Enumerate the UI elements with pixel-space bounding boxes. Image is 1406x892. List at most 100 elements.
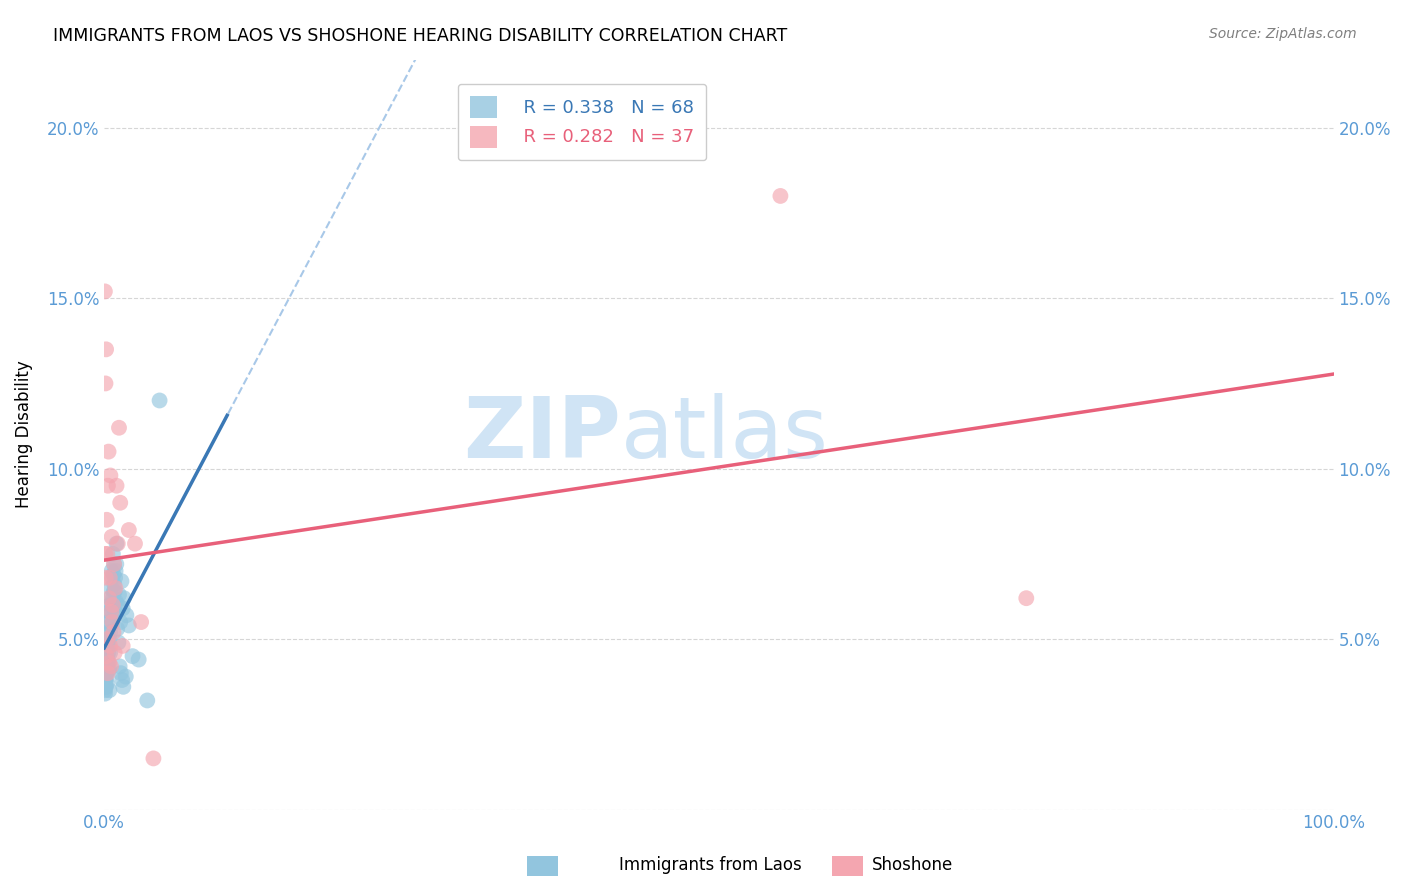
Text: IMMIGRANTS FROM LAOS VS SHOSHONE HEARING DISABILITY CORRELATION CHART: IMMIGRANTS FROM LAOS VS SHOSHONE HEARING… [53,27,787,45]
Point [97,625,120,640]
Point [110,496,132,510]
Point [97,663,120,677]
Text: atlas: atlas [620,393,828,476]
Point [94,680,117,694]
Point [124,536,146,550]
Point [98,605,121,619]
Point [103,577,125,591]
Point [103,557,125,571]
Point [94,343,117,357]
Point [111,601,134,615]
Point [136,693,159,707]
Text: ZIP: ZIP [463,393,620,476]
Point [96,666,118,681]
Point [96,547,118,561]
Point [105,479,128,493]
Point [104,594,127,608]
Point [100,591,122,606]
Point [100,564,122,578]
Point [94,666,117,681]
Point [112,591,135,606]
Point [104,605,127,619]
Text: Source: ZipAtlas.com: Source: ZipAtlas.com [1209,27,1357,41]
Point [96,649,118,664]
Point [94,680,117,694]
Point [100,612,122,626]
Point [107,635,129,649]
Point [98,683,121,698]
Point [98,625,121,640]
Point [101,605,124,619]
Point [111,673,134,687]
Point [118,618,141,632]
Point [98,598,121,612]
Point [96,513,118,527]
Point [100,581,122,595]
Point [96,639,118,653]
Point [121,649,143,664]
Point [101,615,124,629]
Point [96,659,118,673]
Point [110,666,132,681]
Point [97,666,120,681]
Text: Immigrants from Laos: Immigrants from Laos [619,855,801,873]
Point [104,584,127,599]
Point [98,639,121,653]
Point [100,618,122,632]
Point [101,547,124,561]
Point [96,676,118,690]
Point [104,646,127,660]
Point [103,557,125,571]
Point [115,608,138,623]
Point [107,598,129,612]
Point [96,649,118,664]
Point [98,632,121,646]
Point [142,751,165,765]
Point [128,652,150,666]
Point [118,523,141,537]
Point [94,687,117,701]
Point [129,615,152,629]
Point [103,567,125,582]
Text: Shoshone: Shoshone [872,855,953,873]
Y-axis label: Hearing Disability: Hearing Disability [15,360,32,508]
Point [97,656,120,670]
Point [107,536,129,550]
Point [769,189,792,203]
Point [108,588,131,602]
Point [97,646,120,660]
Point [97,479,120,493]
Point [111,639,134,653]
Point [105,536,128,550]
Point [108,421,131,435]
Point [105,622,128,636]
Point [94,376,117,391]
Point [105,557,128,571]
Point [104,564,127,578]
Point [98,571,121,585]
Point [103,584,125,599]
Point [94,285,117,299]
Point [101,598,124,612]
Point [96,659,118,673]
Point [97,444,120,458]
Point [98,646,121,660]
Point [97,632,120,646]
Point [94,571,117,585]
Point [97,639,120,653]
Point [94,670,117,684]
Point [94,547,117,561]
Point [110,574,132,589]
Point [114,670,136,684]
Point [104,581,127,595]
Point [97,615,120,629]
Point [101,591,124,606]
Point [100,659,122,673]
Point [1015,591,1038,606]
Point [96,632,118,646]
Legend:   R = 0.338   N = 68,   R = 0.282   N = 37: R = 0.338 N = 68, R = 0.282 N = 37 [457,84,706,161]
Point [94,673,117,687]
Point [94,683,117,698]
Point [101,571,124,585]
Point [97,591,120,606]
